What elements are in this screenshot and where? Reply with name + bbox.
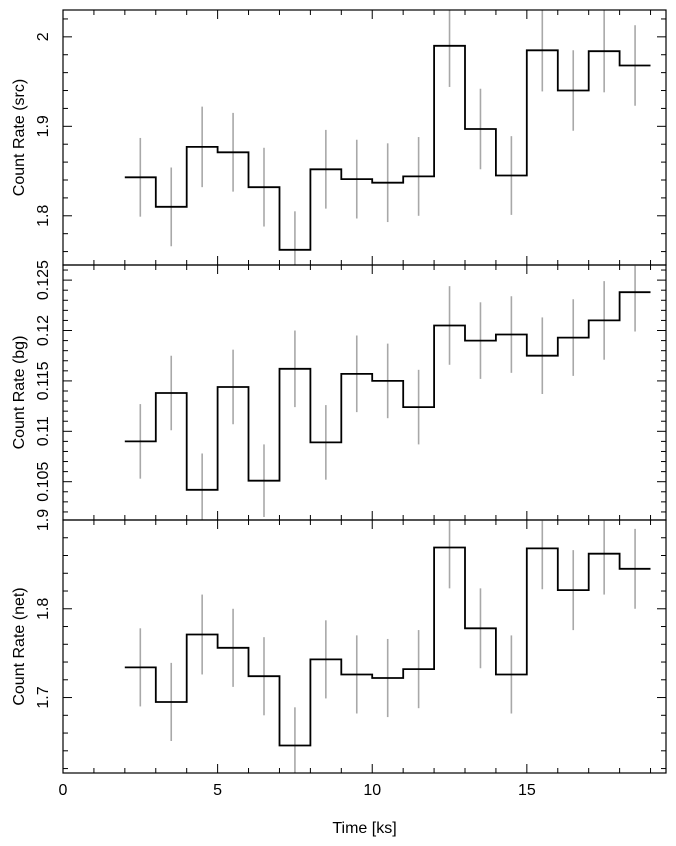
error-bars xyxy=(139,520,636,773)
y-tick-label: 0.125 xyxy=(35,260,52,300)
y-tick-label: 1.9 xyxy=(35,115,52,137)
x-tick-label: 5 xyxy=(213,782,222,799)
plot-frame xyxy=(62,519,667,774)
y-tick-label: 1.8 xyxy=(35,598,52,620)
y-axis-label: Count Rate (bg) xyxy=(11,336,28,450)
error-bars xyxy=(139,265,636,520)
plot-frame xyxy=(62,9,667,266)
step-line xyxy=(124,44,651,251)
y-tick-label: 1.7 xyxy=(35,686,52,708)
y-tick-label: 2 xyxy=(35,32,52,41)
x-tick-label: 10 xyxy=(363,782,381,799)
x-tick-label: 15 xyxy=(518,782,536,799)
step-line xyxy=(124,546,651,747)
y-axis-label: Count Rate (src) xyxy=(11,79,28,196)
y-tick-label: 0.105 xyxy=(35,462,52,502)
plot-frame xyxy=(62,264,667,521)
y-tick-label: 0.115 xyxy=(35,361,52,400)
panel-2: 0.105 0.11 0.115 0.12 0.125 Count Rate (bg) xyxy=(11,260,667,521)
y-tick-label: 1.9 xyxy=(35,509,52,531)
x-axis-label: Time [ks] xyxy=(332,820,396,837)
y-axis-label: Count Rate (net) xyxy=(11,587,28,705)
x-tick-label: 0 xyxy=(59,782,68,799)
step-line xyxy=(124,291,651,491)
y-tick-label: 0.11 xyxy=(35,416,52,446)
y-tick-label: 1.8 xyxy=(35,205,52,227)
panel-3: 1.7 1.8 1.9 Count Rate (net) 0 5 10 15 Time [ks] xyxy=(11,509,667,837)
y-tick-label: 0.12 xyxy=(35,315,52,346)
panel-1: 1.8 1.9 2 Count Rate (src) xyxy=(11,9,667,266)
